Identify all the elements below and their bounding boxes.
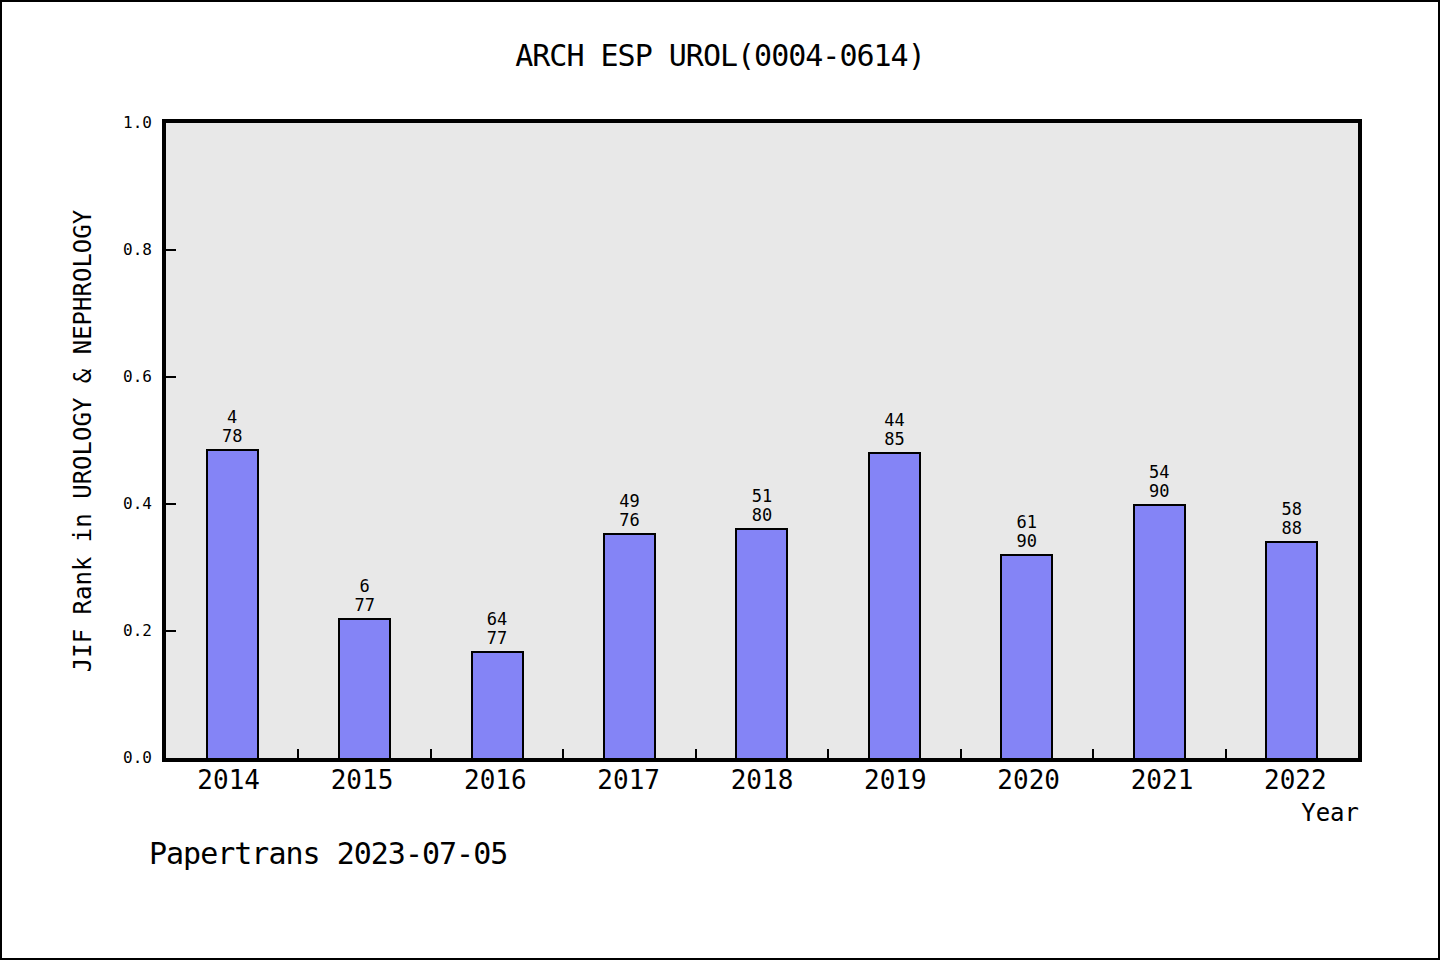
x-tick-mark (1092, 749, 1094, 758)
bar-value-line: 61 (1017, 513, 1037, 532)
x-tick-label-2017: 2017 (562, 766, 695, 794)
chart-title: ARCH ESP UROL(0004-0614) (2, 38, 1438, 73)
bar-slot-2015: 677 (298, 123, 430, 758)
y-tick-mark (166, 503, 176, 505)
x-axis-title: Year (162, 799, 1359, 827)
bar-slot-2018: 5180 (696, 123, 828, 758)
bar-slot-2016: 6477 (431, 123, 563, 758)
y-tick-mark (166, 630, 176, 632)
x-tick-mark (430, 749, 432, 758)
bar-2017 (603, 533, 656, 758)
bar-2022 (1265, 541, 1318, 758)
bar-value-line: 58 (1281, 500, 1301, 519)
bar-slot-2019: 4485 (828, 123, 960, 758)
y-tick-mark (166, 249, 176, 251)
bar-value-line: 6 (354, 577, 374, 596)
bar-slot-2014: 478 (166, 123, 298, 758)
bar-slot-2017: 4976 (563, 123, 695, 758)
bar-value-line: 88 (1281, 519, 1301, 538)
bar-value-line: 80 (752, 506, 772, 525)
x-tick-mark (695, 749, 697, 758)
bar-value-label: 677 (354, 577, 374, 615)
bar-value-label: 4485 (884, 411, 904, 449)
y-axis-title: JIF Rank in UROLOGY & NEPHROLOGY (68, 201, 98, 681)
x-tick-label-2021: 2021 (1095, 766, 1228, 794)
bar-value-label: 6190 (1017, 513, 1037, 551)
x-tick-mark (960, 749, 962, 758)
bar-value-label: 478 (222, 408, 242, 446)
bar-2021 (1133, 504, 1186, 758)
bar-2018 (735, 528, 788, 759)
bar-2020 (1000, 554, 1053, 758)
y-tick-label: 0.0 (2, 749, 152, 767)
y-tick-mark (166, 376, 176, 378)
x-tick-mark (562, 749, 564, 758)
bar-value-line: 85 (884, 430, 904, 449)
footer-note: Papertrans 2023-07-05 (149, 836, 507, 871)
bar-2014 (206, 449, 259, 758)
bar-value-label: 5888 (1281, 500, 1301, 538)
bar-value-label: 5490 (1149, 463, 1169, 501)
bar-slot-2020: 6190 (961, 123, 1093, 758)
chart-page: { "title": "ARCH ESP UROL(0004-0614)", "… (0, 0, 1440, 960)
x-tick-label-2015: 2015 (295, 766, 428, 794)
x-tick-mark (297, 749, 299, 758)
bar-2019 (868, 452, 921, 758)
bar-value-label: 5180 (752, 487, 772, 525)
x-tick-label-2014: 2014 (162, 766, 295, 794)
bar-value-line: 76 (619, 511, 639, 530)
x-axis-tick-labels: 201420152016201720182019202020212022 (162, 766, 1362, 796)
x-tick-label-2018: 2018 (695, 766, 828, 794)
plot-area: 4786776477497651804485619054905888 (162, 119, 1362, 762)
bar-value-label: 4976 (619, 492, 639, 530)
bar-slot-2021: 5490 (1093, 123, 1225, 758)
bar-value-line: 78 (222, 427, 242, 446)
bar-value-line: 90 (1149, 482, 1169, 501)
x-tick-label-2022: 2022 (1229, 766, 1362, 794)
x-tick-label-2019: 2019 (829, 766, 962, 794)
bar-value-line: 64 (487, 610, 507, 629)
bar-value-line: 44 (884, 411, 904, 430)
bars: 4786776477497651804485619054905888 (166, 123, 1358, 758)
bar-value-line: 77 (354, 596, 374, 615)
x-tick-mark (827, 749, 829, 758)
bar-value-line: 77 (487, 629, 507, 648)
bar-slot-2022: 5888 (1226, 123, 1358, 758)
bar-value-label: 6477 (487, 610, 507, 648)
bar-value-line: 51 (752, 487, 772, 506)
x-tick-mark (1225, 749, 1227, 758)
x-tick-label-2016: 2016 (429, 766, 562, 794)
bar-2016 (471, 651, 524, 758)
bar-value-line: 90 (1017, 532, 1037, 551)
bar-value-line: 49 (619, 492, 639, 511)
y-tick-label: 1.0 (2, 114, 152, 132)
bar-value-line: 54 (1149, 463, 1169, 482)
bar-value-line: 4 (222, 408, 242, 427)
bar-2015 (338, 618, 391, 758)
x-tick-label-2020: 2020 (962, 766, 1095, 794)
